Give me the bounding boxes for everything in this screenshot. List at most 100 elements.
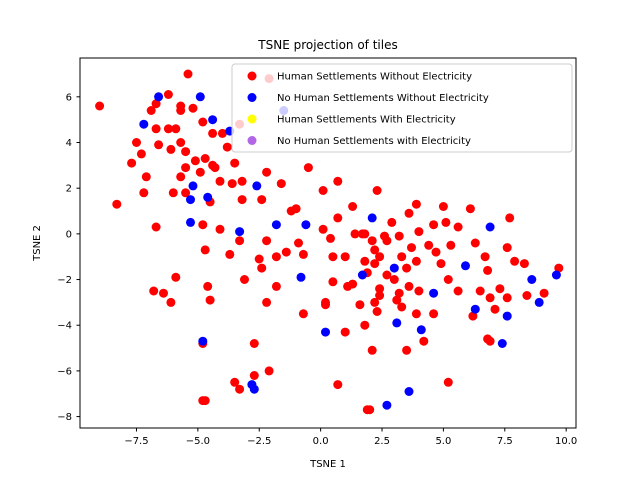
point-series0-122 — [446, 240, 456, 250]
point-series0-153 — [370, 297, 380, 307]
point-series0-93 — [360, 256, 370, 266]
point-series0-50 — [257, 195, 267, 205]
point-series0-115 — [424, 240, 434, 250]
point-series0-90 — [367, 236, 377, 246]
point-series0-128 — [470, 238, 480, 248]
point-series0-27 — [222, 142, 232, 152]
point-series0-114 — [414, 286, 424, 296]
point-series0-107 — [402, 263, 412, 273]
point-series0-123 — [453, 286, 463, 296]
point-series0-55 — [281, 247, 291, 257]
point-series0-41 — [139, 188, 149, 198]
point-series1-31 — [497, 339, 507, 348]
point-series0-57 — [298, 249, 308, 259]
point-series0-82 — [333, 213, 343, 223]
legend-marker-0 — [247, 71, 257, 81]
point-series0-152 — [367, 345, 377, 355]
point-series0-110 — [411, 256, 421, 266]
point-series0-146 — [328, 277, 338, 287]
point-series0-61 — [240, 275, 249, 284]
point-series0-54 — [271, 252, 281, 262]
point-series0-48 — [215, 224, 225, 234]
point-series1-34 — [551, 270, 561, 280]
point-series0-26 — [217, 128, 227, 138]
point-series0-56 — [294, 238, 303, 248]
point-series0-46 — [151, 222, 161, 232]
point-series0-139 — [510, 256, 520, 266]
point-series0-47 — [198, 220, 208, 230]
point-series0-79 — [318, 224, 328, 234]
point-series0-16 — [176, 138, 186, 147]
point-series0-13 — [163, 124, 173, 134]
point-series0-58 — [298, 309, 308, 319]
x-tick-label: −7.5 — [124, 436, 148, 447]
point-series0-118 — [436, 259, 446, 269]
point-series0-38 — [291, 204, 301, 214]
point-series0-39 — [303, 163, 313, 173]
point-series1-27 — [461, 261, 470, 271]
legend-marker-3 — [247, 136, 257, 145]
point-series0-89 — [360, 229, 370, 239]
y-tick-label: 6 — [66, 92, 72, 103]
point-series0-42 — [168, 188, 178, 198]
point-series1-10 — [235, 227, 245, 237]
point-series0-65 — [225, 249, 235, 259]
y-axis: −8 −6 −4 −2 0 2 4 6 — [57, 92, 80, 423]
point-series0-22 — [210, 163, 220, 173]
point-series0-43 — [181, 188, 191, 198]
point-series0-49 — [235, 236, 245, 246]
point-series0-127 — [475, 286, 485, 296]
point-series0-2 — [151, 99, 161, 109]
point-series0-86 — [350, 229, 360, 239]
point-series0-69 — [159, 288, 168, 298]
point-series0-84 — [318, 186, 328, 195]
x-axis-label: TSNE 1 — [309, 459, 346, 470]
point-series0-150 — [355, 300, 365, 310]
point-series0-91 — [372, 186, 382, 195]
point-series0-119 — [438, 202, 448, 211]
point-series1-11 — [271, 220, 281, 230]
legend-marker-1 — [247, 93, 257, 102]
point-series0-71 — [249, 371, 259, 380]
point-series0-126 — [468, 311, 478, 321]
x-axis: −7.5 −5.0 −2.5 0.0 2.5 5.0 7.5 10.0 — [124, 428, 577, 447]
point-series0-14 — [171, 124, 181, 134]
point-series0-164 — [365, 405, 375, 415]
point-series1-5 — [188, 181, 198, 191]
point-series0-7 — [188, 103, 198, 113]
point-series0-140 — [519, 259, 529, 269]
point-series0-113 — [414, 227, 424, 237]
point-series0-17 — [181, 147, 191, 157]
point-series0-104 — [375, 284, 385, 294]
point-series1-7 — [203, 192, 213, 202]
y-tick-label: −2 — [57, 275, 72, 286]
point-series0-1 — [146, 106, 156, 115]
point-series0-159 — [419, 336, 429, 346]
point-series0-81 — [328, 252, 338, 262]
point-series1-19 — [357, 270, 367, 280]
point-series1-14 — [296, 272, 306, 282]
point-series0-60 — [262, 297, 272, 307]
point-series0-143 — [554, 263, 564, 273]
point-series1-29 — [485, 222, 495, 232]
point-series0-77 — [200, 396, 210, 406]
point-series0-9 — [136, 149, 146, 159]
x-tick-label: 2.5 — [374, 436, 390, 447]
x-tick-label: 0.0 — [313, 436, 329, 447]
point-series0-137 — [505, 213, 515, 223]
point-series1-30 — [502, 311, 512, 321]
legend-label-3: No Human Settlements with Electricity — [277, 136, 471, 147]
point-series0-15 — [166, 144, 176, 154]
point-series0-10 — [127, 158, 137, 168]
point-series1-3 — [208, 115, 218, 125]
point-series0-33 — [227, 179, 237, 189]
point-series0-74 — [235, 384, 245, 394]
point-series0-59 — [271, 281, 281, 291]
point-series0-23 — [195, 167, 205, 177]
chart-title: TSNE projection of tiles — [257, 38, 397, 52]
legend: Human Settlements Without Electricity No … — [231, 63, 573, 153]
point-series1-8 — [252, 181, 262, 191]
point-series1-24 — [382, 400, 392, 410]
point-series0-109 — [407, 243, 416, 253]
point-series0-121 — [443, 275, 453, 284]
